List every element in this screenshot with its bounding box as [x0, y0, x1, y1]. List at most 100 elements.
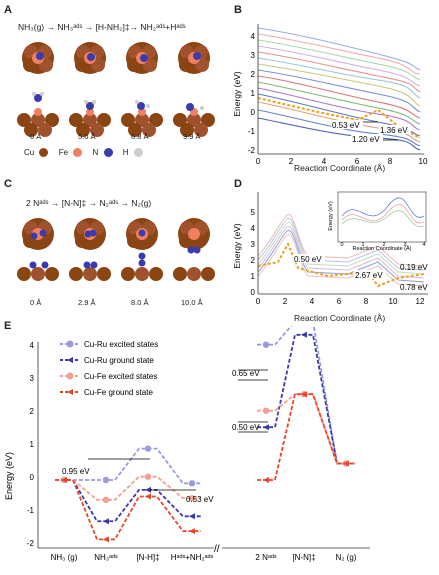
svg-text:2: 2 — [289, 157, 294, 166]
panel-d-inset-xticks: 0 1 2 3 4 — [340, 242, 425, 248]
svg-text:8: 8 — [364, 297, 369, 306]
svg-text:6: 6 — [355, 157, 360, 166]
svg-text:2: 2 — [382, 242, 385, 248]
energy-point — [188, 494, 196, 502]
panel-b-yticks: 4 3 2 1 0 -1 -2 — [248, 32, 256, 155]
legend-curu-excited: Cu-Ru excited states — [84, 340, 158, 349]
panel-label-b: B — [234, 4, 242, 16]
panel-d-inset-ylabel: Energy (eV) — [328, 201, 334, 231]
energy-point — [103, 536, 109, 543]
panel-c-structures — [17, 218, 215, 281]
panel-label-d: D — [234, 178, 242, 190]
energy-profile-line — [257, 393, 355, 465]
svg-text:3: 3 — [403, 242, 406, 248]
svg-text:-1: -1 — [27, 506, 35, 515]
panel-a-dist-3: 6.8 Å — [131, 132, 149, 141]
energy-profile-line — [55, 475, 201, 501]
energy-profile-line — [55, 447, 201, 485]
panel-d-annot-4: 0.78 eV — [400, 283, 428, 292]
panel-label-c: C — [4, 178, 12, 190]
svg-text:10: 10 — [419, 157, 428, 166]
panel-e-xlabels: NH₃ (g) NH₃ᵃᵈˢ [N-H]‡ Hᵃᵈˢ+NH₂ᵃᵈˢ 2 Nᵃᵈˢ… — [51, 553, 357, 562]
svg-text:Hᵃᵈˢ+NH₂ᵃᵈˢ: Hᵃᵈˢ+NH₂ᵃᵈˢ — [171, 553, 214, 562]
svg-text:4: 4 — [310, 297, 315, 306]
energy-point — [262, 341, 270, 348]
svg-text:0: 0 — [251, 288, 256, 297]
svg-text:1: 1 — [251, 272, 256, 281]
panel-a-dist-4: 9.9 Å — [183, 132, 201, 141]
panel-a-side-slabs — [17, 92, 215, 137]
panel-e-yticks: 4 3 2 1 0 -1 -2 — [27, 341, 35, 548]
svg-text:0: 0 — [256, 157, 261, 166]
panel-e-annot-3: 0.65 eV — [232, 369, 260, 378]
legend-n-label: N — [92, 148, 99, 157]
legend-h-label: H — [122, 148, 129, 157]
svg-text:3: 3 — [251, 51, 256, 60]
panel-d-inset: Energy (eV) Reaction Coordinate (Å) 0 1 … — [328, 191, 427, 252]
panel-e-annot-4: 0.50 eV — [232, 423, 260, 432]
svg-text:[N-H]‡: [N-H]‡ — [136, 553, 159, 562]
energy-point — [102, 476, 110, 484]
panel-e-legend: Cu-Ru excited states Cu-Ru ground state … — [60, 340, 158, 397]
legend-cufe-ground: Cu-Fe ground state — [84, 388, 153, 397]
panel-d-ylabel: Energy (eV) — [232, 223, 242, 269]
panel-b-chart: Energy (eV) 4 3 2 1 0 -1 -2 0 2 4 6 8 10 — [232, 24, 428, 166]
svg-text:1: 1 — [30, 440, 35, 449]
svg-text:4: 4 — [30, 341, 35, 350]
svg-text:0: 0 — [30, 473, 35, 482]
svg-text:N₂ (g): N₂ (g) — [336, 553, 357, 562]
panel-d-annot-1: 0.50 eV — [294, 255, 322, 264]
energy-point — [189, 528, 195, 535]
panel-d-annot-2: 2.67 eV — [355, 271, 383, 280]
panel-b-xticks: 0 2 4 6 8 10 — [256, 157, 428, 166]
svg-text:2: 2 — [30, 407, 35, 416]
energy-profile-line — [55, 479, 201, 541]
panel-c-dist-3: 8.0 Å — [131, 298, 149, 307]
svg-text:10: 10 — [389, 297, 398, 306]
svg-text:2 Nᵃᵈˢ: 2 Nᵃᵈˢ — [255, 553, 276, 562]
svg-text:3: 3 — [251, 240, 256, 249]
panel-b-curves — [257, 27, 421, 151]
panel-d-inset-xlabel: Reaction Coordinate (Å) — [352, 245, 411, 252]
panel-a-legend: Cu Fe N H — [24, 148, 224, 162]
svg-text:1: 1 — [361, 242, 364, 248]
svg-text:0: 0 — [256, 297, 261, 306]
svg-text:0: 0 — [340, 242, 343, 248]
panel-a-top-clusters — [22, 42, 210, 74]
svg-text:4: 4 — [422, 242, 425, 248]
svg-text:4: 4 — [322, 157, 327, 166]
energy-point — [263, 424, 269, 431]
svg-text:3: 3 — [30, 374, 35, 383]
panel-a-dist-1: 0 Å — [30, 132, 42, 141]
panel-c-side-slabs — [17, 246, 215, 281]
energy-point — [103, 518, 109, 525]
panel-b-ylabel: Energy (eV) — [232, 71, 242, 117]
svg-text:2: 2 — [283, 297, 288, 306]
legend-n-dot — [103, 148, 113, 158]
legend-cu-label: Cu — [24, 148, 35, 157]
svg-text:2: 2 — [251, 256, 256, 265]
panel-c-dist-4: 10.0 Å — [181, 298, 203, 307]
energy-point — [145, 486, 151, 493]
svg-text:-2: -2 — [27, 539, 35, 548]
svg-text:1: 1 — [251, 89, 256, 98]
panel-c-top-clusters — [22, 218, 210, 250]
legend-cu-dot — [39, 148, 49, 158]
panel-b-orange-path — [257, 97, 421, 139]
panel-c-equation: 2 Nᵃᵈˢ → [N-N]‡ → N₂ᵃᵈˢ → N₂(g) — [26, 198, 152, 208]
energy-point — [301, 391, 307, 398]
panel-e-series — [55, 326, 355, 543]
legend-cufe-excited: Cu-Fe excited states — [84, 372, 157, 381]
svg-text:[N-N]‡: [N-N]‡ — [292, 553, 315, 562]
panel-d-annot-3: 0.19 eV — [400, 263, 428, 272]
panel-d-chart: Energy (eV) 5 4 3 2 1 0 0 2 4 6 8 10 12 … — [232, 191, 428, 306]
svg-text:NH₃ᵃᵈˢ: NH₃ᵃᵈˢ — [94, 553, 118, 562]
panel-d-yticks: 5 4 3 2 1 0 — [251, 208, 256, 297]
panel-b-annot-3: 1.36 eV — [380, 126, 408, 135]
energy-point — [188, 480, 196, 487]
panel-e-ylabel: Energy (eV) — [4, 452, 14, 500]
svg-text:5: 5 — [251, 208, 256, 217]
svg-text:-1: -1 — [248, 127, 256, 136]
svg-text://: // — [214, 544, 220, 555]
panel-e-chart: Energy (eV) // 4 3 2 1 0 -1 -2 NH₃ (g) N… — [4, 326, 370, 562]
